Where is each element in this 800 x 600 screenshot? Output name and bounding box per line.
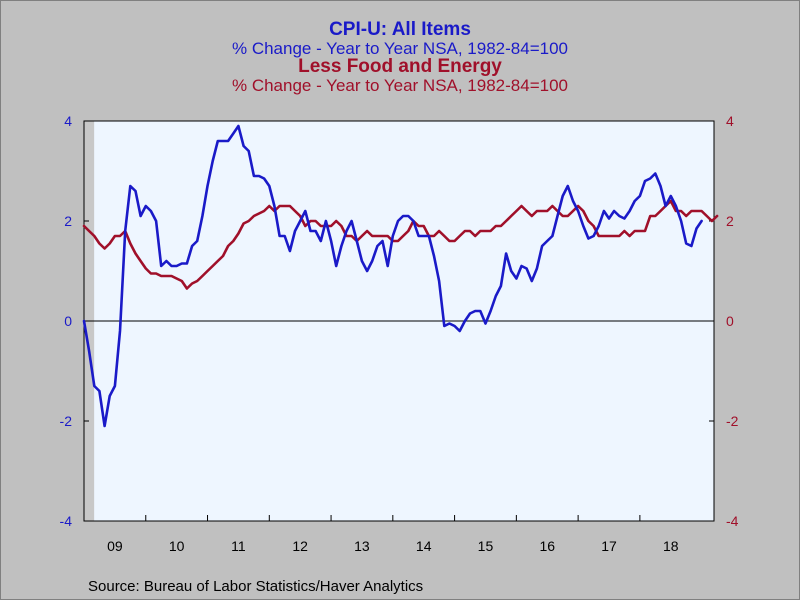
chart-title: CPI-U: All Items [329,19,471,40]
y-tick-label-left: -2 [60,413,73,429]
series-line-less-food-energy [82,199,719,290]
x-tick-label: 16 [539,538,555,554]
x-tick-label: 13 [354,538,370,554]
y-tick-label-right: 4 [726,113,734,129]
y-tick-label-left: 2 [64,213,72,229]
x-tick-label: 09 [107,538,123,554]
chart-titles: CPI-U: All Items % Change - Year to Year… [0,20,800,95]
chart-subtitle-secondary: % Change - Year to Year NSA, 1982-84=100 [231,76,568,95]
series-line-cpi-all-items [82,124,703,428]
y-tick-label-right: 2 [726,213,734,229]
y-tick-label-right: -2 [726,413,739,429]
y-tick-label-left: 4 [64,113,72,129]
x-tick-label: 15 [478,538,494,554]
x-tick-label: 18 [663,538,679,554]
y-tick-label-right: -4 [726,513,739,529]
x-tick-label: 12 [292,538,308,554]
y-tick-label-right: 0 [726,313,734,329]
x-tick-label: 11 [231,538,246,554]
y-tick-label-left: 0 [64,313,72,329]
y-tick-label-left: -4 [60,513,73,529]
chart-title-secondary: Less Food and Energy [298,56,502,77]
source-note: Source: Bureau of Labor Statistics/Haver… [88,578,424,595]
x-tick-label: 17 [601,538,617,554]
x-tick-label: 14 [416,538,432,554]
x-tick-label: 10 [169,538,185,554]
chart-subtitle: % Change - Year to Year NSA, 1982-84=100 [231,39,568,58]
